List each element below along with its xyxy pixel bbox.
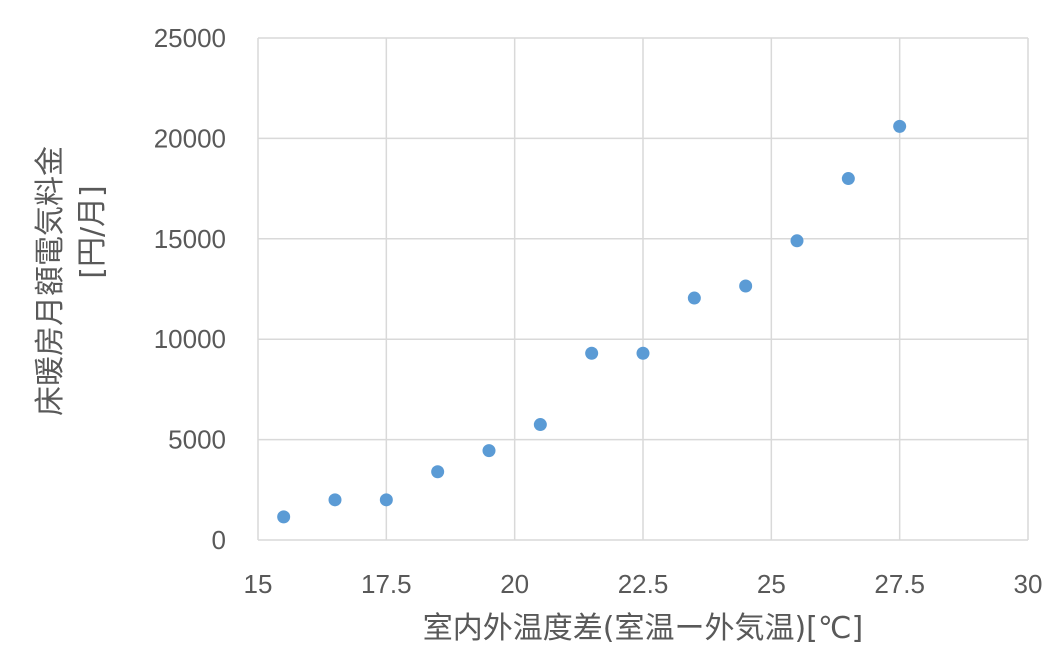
y-tick-label: 10000	[154, 324, 226, 354]
x-axis-tick-labels: 15 17.5 20 22.5 25 27.5 30	[244, 569, 1043, 599]
y-axis-tick-labels: 0 5000 10000 15000 20000 25000	[154, 23, 226, 555]
data-point	[328, 493, 342, 507]
data-point	[790, 234, 804, 248]
x-tick-label: 20	[500, 569, 529, 599]
data-point	[841, 172, 855, 186]
data-point	[533, 418, 547, 432]
x-tick-label: 27.5	[874, 569, 925, 599]
y-tick-label: 0	[212, 525, 226, 555]
x-tick-label: 25	[757, 569, 786, 599]
y-tick-label: 25000	[154, 23, 226, 53]
data-point	[482, 444, 496, 458]
data-point	[379, 493, 393, 507]
x-tick-label: 22.5	[618, 569, 669, 599]
data-point	[687, 291, 701, 305]
y-tick-label: 15000	[154, 224, 226, 254]
y-axis-title-line2: [円/月]	[75, 185, 110, 279]
x-tick-label: 15	[244, 569, 273, 599]
data-point	[277, 510, 291, 524]
x-tick-label: 17.5	[361, 569, 412, 599]
y-tick-label: 5000	[168, 425, 226, 455]
x-tick-label: 30	[1014, 569, 1043, 599]
data-point	[893, 119, 907, 133]
data-point	[431, 465, 445, 479]
y-axis-title-line1: 床暖房月額電気料金	[33, 146, 68, 416]
data-point	[585, 346, 599, 360]
y-tick-label: 20000	[154, 123, 226, 153]
gridlines	[257, 37, 1029, 541]
data-point	[739, 279, 753, 293]
x-axis-title: 室内外温度差(室温ー外気温)[℃]	[423, 611, 864, 646]
data-points	[277, 119, 907, 524]
data-point	[636, 346, 650, 360]
